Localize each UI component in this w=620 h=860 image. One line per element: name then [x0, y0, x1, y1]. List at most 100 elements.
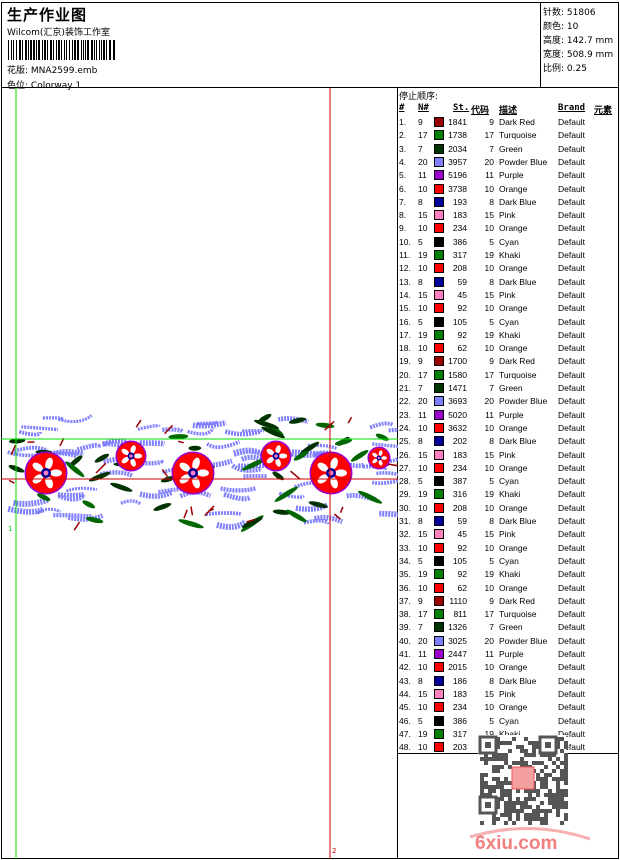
color-swatch — [434, 422, 444, 433]
row-brand: Default — [558, 529, 585, 540]
row-needle: 17 — [418, 130, 428, 141]
qr-module — [516, 809, 520, 813]
qr-module — [488, 789, 492, 793]
table-row: 3. 7 2034 7 Green Default — [398, 143, 619, 156]
qr-finder-center — [545, 742, 551, 748]
table-row: 19. 9 1700 9 Dark Red Default — [398, 355, 619, 368]
row-index: 32. — [399, 529, 411, 540]
row-brand: Default — [558, 688, 585, 699]
qr-module — [548, 757, 552, 761]
row-needle: 11 — [418, 170, 427, 181]
table-row: 16. 5 105 5 Cyan Default — [398, 316, 619, 329]
table-row: 30. 10 208 10 Orange Default — [398, 502, 619, 515]
qr-module — [504, 777, 508, 781]
qr-module — [504, 757, 508, 761]
row-needle: 10 — [418, 742, 428, 753]
leaf — [178, 519, 204, 529]
qr-module — [480, 777, 484, 781]
table-row: 17. 19 92 19 Khaki Default — [398, 329, 619, 342]
qr-module — [512, 805, 516, 809]
row-needle: 8 — [418, 436, 423, 447]
qr-module — [536, 741, 540, 745]
color-swatch — [434, 635, 444, 646]
row-index: 33. — [399, 542, 411, 553]
qr-module — [488, 757, 492, 761]
seal-icon — [511, 766, 535, 790]
row-needle: 10 — [418, 422, 428, 433]
row-description: Orange — [499, 542, 528, 553]
color-swatch — [434, 156, 444, 167]
qr-module — [488, 785, 492, 789]
qr-module — [512, 821, 516, 825]
row-brand: Default — [558, 502, 585, 513]
qr-module — [512, 809, 516, 813]
barcode-bar — [13, 40, 14, 60]
row-needle: 9 — [418, 356, 423, 367]
qr-module — [484, 781, 488, 785]
barcode-bar — [66, 40, 67, 60]
row-index: 21. — [399, 383, 411, 393]
leaf — [308, 501, 328, 509]
color-swatch — [434, 609, 444, 620]
qr-module — [540, 801, 544, 805]
swirl — [376, 471, 398, 477]
row-index: 7. — [399, 196, 407, 207]
swirl — [307, 443, 338, 451]
qr-module — [520, 801, 524, 805]
row-needle: 20 — [418, 396, 428, 407]
qr-module — [504, 801, 508, 805]
row-code: 7 — [489, 143, 494, 154]
leaf — [85, 516, 104, 524]
qr-module — [556, 737, 560, 741]
row-stitches: 234 — [452, 223, 467, 234]
logo-swoosh — [470, 827, 590, 841]
row-code: 5 — [489, 316, 494, 327]
row-code: 9 — [489, 595, 494, 606]
leaf — [153, 503, 172, 511]
qr-module — [536, 761, 540, 765]
row-description: Green — [499, 143, 523, 154]
flower — [309, 451, 353, 495]
barcode-bar — [36, 40, 37, 60]
color-swatch — [434, 183, 444, 194]
barcode-bar — [103, 40, 105, 60]
qr-module — [520, 749, 524, 753]
qr-module — [560, 737, 564, 741]
table-title: 停止顺序: — [399, 92, 439, 102]
qr-module — [552, 801, 556, 805]
swirl — [197, 458, 233, 468]
barcode-bar — [69, 40, 70, 60]
row-code: 10 — [484, 662, 494, 673]
row-needle: 7 — [418, 383, 423, 393]
row-stitches: 234 — [452, 702, 467, 713]
table-row: 13. 8 59 8 Dark Blue Default — [398, 276, 619, 289]
row-stitches: 3025 — [448, 635, 467, 646]
qr-module — [496, 737, 500, 741]
row-index: 31. — [399, 516, 411, 526]
row-brand: Default — [558, 396, 585, 407]
qr-module — [520, 757, 524, 761]
color-swatch — [434, 742, 444, 753]
barcode-bar — [33, 40, 35, 60]
table-row: 11. 19 317 19 Khaki Default — [398, 249, 619, 262]
stem — [339, 506, 344, 513]
leaf — [288, 417, 307, 424]
qr-module — [564, 789, 568, 793]
color-swatch — [434, 675, 444, 686]
row-needle: 17 — [418, 369, 428, 380]
row-index: 25. — [399, 436, 411, 447]
stem — [8, 479, 15, 484]
row-description: Turquoise — [499, 369, 537, 380]
row-code: 19 — [484, 728, 494, 739]
qr-module — [504, 821, 508, 825]
qr-module — [508, 749, 512, 753]
qr-module — [496, 745, 500, 749]
qr-module — [556, 809, 560, 813]
swirl — [303, 518, 330, 525]
qr-module — [560, 821, 564, 825]
col-header-needle: N# — [418, 103, 429, 113]
row-needle: 15 — [418, 449, 428, 460]
row-code: 15 — [484, 210, 494, 221]
row-code: 20 — [484, 396, 494, 407]
qr-module — [484, 757, 488, 761]
